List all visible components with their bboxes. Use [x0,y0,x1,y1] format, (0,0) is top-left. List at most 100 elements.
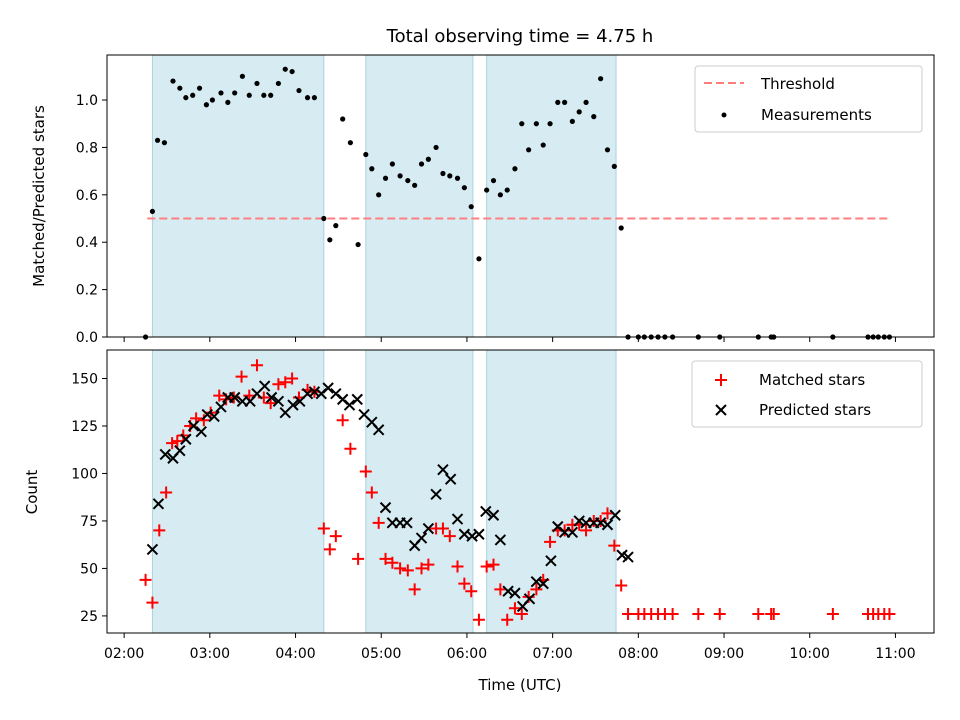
x-tick-label: 09:00 [704,646,744,662]
matched-legend-swatch [715,374,727,386]
measurement-point [447,173,453,179]
matched-star-point [752,608,765,621]
matched-star-point [171,435,184,448]
measurement-point [218,90,224,96]
measurement-point [225,99,231,105]
measurement-point [461,185,467,191]
matched-star-point [530,583,543,596]
observing-interval [486,350,617,633]
measurement-point [405,177,411,184]
ratio-panel: 0.0 0.2 0.4 0.6 0.8 1.0 Matched/Predicted sta… [30,54,935,346]
measurement-point [490,177,497,184]
y-tick-label: 0.4 [76,235,98,251]
predicted-star-point [502,585,514,597]
predicted-star-point [573,515,585,527]
matched-star-point [401,564,414,577]
measurement-point [389,161,395,167]
predicted-star-point [208,410,220,423]
y-tick-label: 50 [80,561,98,577]
matched-star-point [422,558,435,571]
predicted-star-point [372,424,385,436]
predicted-star-point [322,382,334,394]
y-tick-label: 0.2 [76,283,98,299]
matched-star-point [372,516,385,529]
measurement-point [196,85,203,91]
matched-star-point [883,608,896,621]
matched-star-point [359,465,372,478]
matched-star-point [197,414,210,427]
matched-star-point [615,579,628,592]
matched-star-point [436,522,449,535]
predicted-star-point [430,488,442,501]
measurement-point [369,166,375,172]
measurement-point [333,223,339,229]
count-y-axis: 25 50 75 100 125 150 [71,371,107,625]
measurement-point [355,241,361,248]
predicted-star-point [494,534,507,546]
matched-star-point [508,602,521,615]
matched-star-point [386,556,399,569]
count-x-axis: 02:00 03:00 04:00 05:00 06:00 07:00 08:00 09:00… [104,633,916,662]
measurement-point [363,151,369,158]
observing-intervals [151,350,617,633]
ratio-y-axis-label: Matched/Predicted stars [30,105,48,287]
predicted-star-point [152,498,165,510]
measurement-point [604,147,611,153]
matched-star-point [160,486,173,499]
matched-star-point [666,608,679,621]
matched-star-point [580,524,593,537]
measurement-point [170,78,176,84]
matched-star-point [415,562,428,575]
count-legend: Matched stars Predicted stars [691,360,923,428]
ratio-legend-box [694,65,923,133]
measurement-point [598,76,604,82]
predicted-star-point [437,463,449,476]
predicted-star-point [215,401,227,413]
predicted-star-point [594,517,607,529]
x-tick-label: 11:00 [875,646,915,662]
matched-star-point [458,577,471,590]
matched-star-point [515,608,528,621]
count-y-axis-label: Count [23,470,41,515]
predicted-star-point [379,501,392,514]
measurement-point [261,92,267,98]
matched-star-point [601,507,614,520]
matched-star-point [146,596,159,609]
matched-star-point [166,437,179,450]
measurement-point [296,87,302,94]
predicted-star-point [622,551,634,563]
observing-interval [486,55,617,337]
measurement-point [484,187,490,193]
predicted-legend-swatch [715,404,727,416]
measurement-point [519,121,525,127]
y-tick-label: 0.0 [76,330,98,346]
measurement-point [397,173,403,179]
predicted-star-point [228,391,241,404]
x-tick-label: 06:00 [447,646,487,662]
measurement-point [540,142,546,148]
matched-star-point [250,359,263,372]
measurements-legend-label: Measurements [761,106,872,124]
measurement-point [611,163,617,169]
matched-star-point [713,608,726,621]
predicted-star-point [287,399,299,411]
matched-star-point [336,414,349,427]
predicted-star-point [545,555,557,567]
x-tick-label: 04:00 [275,646,315,662]
matched-star-point [365,486,378,499]
predicted-star-point [601,519,614,531]
measurement-point [440,170,446,177]
measurement-point [497,192,503,198]
predicted-star-point [466,530,478,542]
predicted-star-point [146,543,159,556]
matched-star-point [408,583,421,596]
predicted-star-point [415,532,428,544]
x-tick-label: 08:00 [618,646,658,662]
y-tick-label: 150 [71,371,98,387]
measurement-point [254,80,260,87]
predicted-star-point [195,425,207,438]
matched-star-point [487,558,500,571]
matched-star-point [480,560,493,573]
measurement-point [154,137,161,143]
matched-star-point [329,530,342,543]
